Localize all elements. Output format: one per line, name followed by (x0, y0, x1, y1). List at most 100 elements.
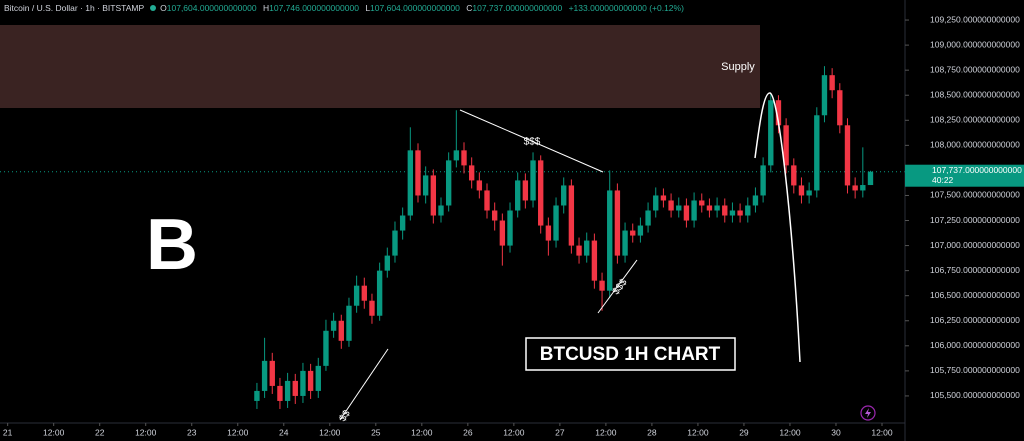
candle-body (852, 185, 858, 191)
candle-body (860, 185, 866, 191)
candle-body (591, 240, 598, 281)
countdown: 40:22 (932, 175, 954, 185)
x-tick-label: 28 (647, 427, 657, 437)
candle-body (768, 100, 774, 166)
candle-body (806, 190, 812, 196)
symbol: Bitcoin / U.S. Dollar · 1h · BITSTAMP (4, 3, 145, 13)
x-tick-label: 12:00 (779, 427, 801, 437)
y-tick-label: 106,500.000000000000 (930, 290, 1020, 300)
candle-body (399, 215, 406, 231)
ohlc-value: 107,746.000000000000 (269, 3, 359, 13)
candle-body (292, 380, 298, 396)
candle-body (599, 280, 605, 291)
liquidity-label: $$$ (611, 277, 630, 297)
candle-body (683, 205, 690, 221)
candle-body (752, 195, 759, 206)
candle-body (453, 150, 460, 161)
x-tick-label: 12:00 (411, 427, 433, 437)
ohlc-value: 107,604.000000000000 (370, 3, 460, 13)
ohlc-label: O (160, 3, 167, 13)
candle-body (277, 385, 283, 401)
chart-header: Bitcoin / U.S. Dollar · 1h · BITSTAMP O 10… (4, 3, 684, 13)
ohlc-value: 107,737.000000000000 (472, 3, 563, 13)
candle-body (499, 220, 506, 246)
x-tick-label: 12:00 (135, 427, 157, 437)
trend-line (459, 109, 604, 173)
candle-body (522, 180, 529, 201)
y-tick-label: 106,250.000000000000 (930, 315, 1020, 325)
candle-body (445, 160, 452, 206)
projection-curve (754, 92, 801, 363)
candle-body (254, 390, 260, 401)
candle-body (438, 205, 444, 216)
logo: B (146, 205, 198, 285)
x-tick-label: 25 (371, 427, 381, 437)
candle-body (338, 320, 344, 341)
trend-line (339, 348, 389, 421)
candle-body (668, 200, 674, 211)
candle-body (584, 240, 590, 256)
candle-body (407, 150, 414, 216)
candle-body (530, 160, 536, 201)
y-tick-label: 106,000.000000000000 (930, 340, 1020, 350)
candle-body (576, 245, 582, 256)
candle-body (737, 210, 743, 216)
candle-body (515, 180, 521, 211)
candle-body (867, 171, 874, 186)
candle-body (392, 230, 398, 256)
y-tick-label: 108,500.000000000000 (930, 89, 1020, 99)
x-tick-label: 12:00 (503, 427, 525, 437)
candle-body (461, 150, 467, 166)
candle-body (745, 205, 751, 216)
candle-body (676, 205, 682, 211)
x-tick-label: 24 (279, 427, 289, 437)
candle-body (568, 185, 575, 246)
candle-body (369, 300, 375, 316)
candle-body (706, 205, 713, 211)
y-tick-label: 108,750.000000000000 (930, 64, 1020, 74)
y-tick-label: 107,250.000000000000 (930, 215, 1020, 225)
candle-body (729, 210, 736, 216)
x-tick-label: 30 (831, 427, 841, 437)
candle-body (722, 205, 728, 216)
candle-body (430, 175, 437, 216)
ohlc-label: C (466, 3, 473, 13)
title-box (525, 337, 736, 371)
y-tick-label: 109,250.000000000000 (930, 14, 1020, 24)
candle-body (561, 185, 567, 206)
candle-body (476, 180, 483, 191)
x-tick-label: 29 (739, 427, 749, 437)
candle-body (829, 75, 835, 91)
candle-body (468, 165, 475, 181)
candle-body (422, 175, 429, 196)
candle-body (699, 200, 705, 206)
candle-body (361, 285, 367, 301)
price-badge-value: 107,737.000000000000 (932, 165, 1022, 175)
alert-icon[interactable] (860, 405, 876, 421)
candle-body (384, 255, 390, 271)
candle-body (538, 160, 544, 226)
status-dot (150, 5, 157, 11)
supply-zone (0, 25, 760, 108)
candle-body (637, 225, 644, 236)
y-tick-label: 108,000.000000000000 (930, 140, 1020, 150)
candle-body (622, 230, 628, 256)
candle-body (775, 100, 782, 126)
y-tick-label: 105,500.000000000000 (930, 390, 1020, 400)
candle-body (653, 195, 659, 211)
supply-label: Supply (721, 61, 755, 73)
ohlc-label: H (262, 3, 270, 13)
candle-body (315, 365, 321, 391)
y-tick-label: 108,250.000000000000 (930, 115, 1020, 125)
candle-body (821, 75, 828, 116)
candle-body (791, 165, 797, 186)
candle-body (261, 360, 268, 391)
candle-body (714, 205, 720, 211)
x-tick-label: 21 (3, 427, 13, 437)
candle-body (783, 125, 789, 166)
candle-body (798, 185, 805, 196)
price-badge: 107,737.000000000000 40:22 (905, 164, 1024, 187)
x-tick-label: 12:00 (227, 427, 249, 437)
